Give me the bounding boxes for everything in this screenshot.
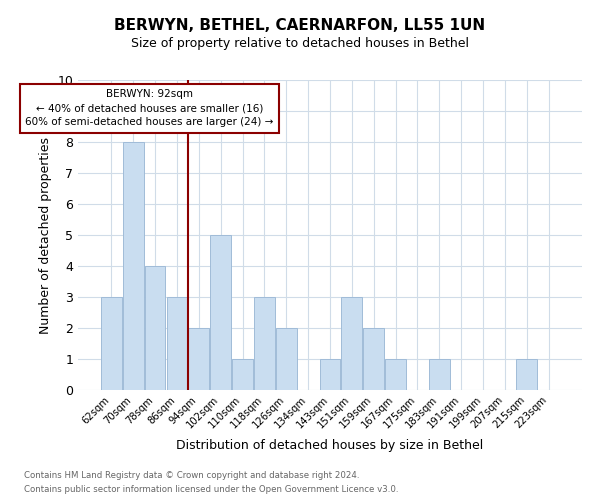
Text: BERWYN, BETHEL, CAERNARFON, LL55 1UN: BERWYN, BETHEL, CAERNARFON, LL55 1UN — [115, 18, 485, 32]
Bar — [167, 297, 187, 390]
Bar — [188, 328, 209, 390]
Bar — [210, 235, 231, 390]
Bar — [254, 297, 275, 390]
Bar — [517, 359, 537, 390]
Bar — [385, 359, 406, 390]
Bar — [341, 297, 362, 390]
Bar — [364, 328, 384, 390]
X-axis label: Distribution of detached houses by size in Bethel: Distribution of detached houses by size … — [176, 439, 484, 452]
Bar — [429, 359, 450, 390]
Text: Size of property relative to detached houses in Bethel: Size of property relative to detached ho… — [131, 38, 469, 51]
Bar — [145, 266, 166, 390]
Text: Contains public sector information licensed under the Open Government Licence v3: Contains public sector information licen… — [24, 486, 398, 494]
Text: BERWYN: 92sqm
← 40% of detached houses are smaller (16)
60% of semi-detached hou: BERWYN: 92sqm ← 40% of detached houses a… — [25, 90, 274, 128]
Y-axis label: Number of detached properties: Number of detached properties — [39, 136, 52, 334]
Bar — [123, 142, 143, 390]
Bar — [276, 328, 296, 390]
Bar — [320, 359, 340, 390]
Bar — [232, 359, 253, 390]
Text: Contains HM Land Registry data © Crown copyright and database right 2024.: Contains HM Land Registry data © Crown c… — [24, 470, 359, 480]
Bar — [101, 297, 122, 390]
